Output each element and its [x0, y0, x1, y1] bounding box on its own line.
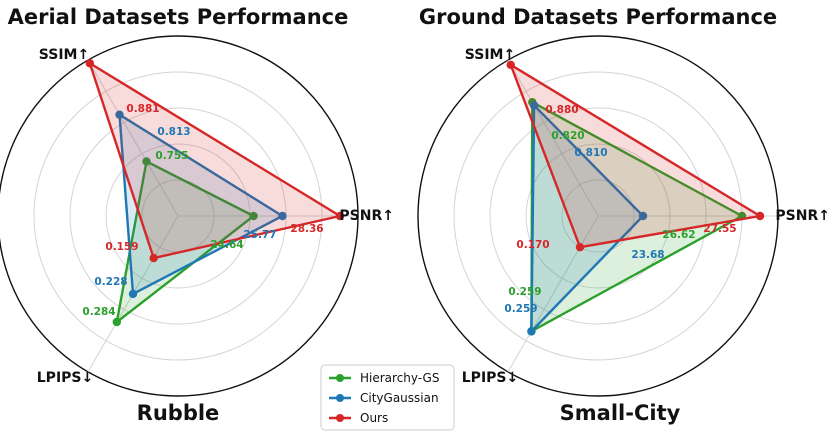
- data-label: 27.55: [703, 223, 736, 235]
- axis-label: PSNR↑: [775, 208, 830, 224]
- data-point: [149, 253, 158, 263]
- radar-spoke: [507, 59, 599, 217]
- data-label: 23.68: [631, 249, 664, 261]
- data-point: [638, 211, 648, 221]
- data-point: [128, 289, 138, 299]
- data-label: 0.159: [105, 241, 138, 253]
- data-point: [249, 211, 258, 221]
- series-ours: [506, 60, 765, 252]
- radar-labels: PSNR↑ SSIM↑ LPIPS↓ 26.62 0.820 0.259 23.68 0.81…: [462, 47, 830, 386]
- legend-item: Ours: [329, 411, 388, 425]
- legend-marker: [336, 374, 344, 382]
- data-point: [529, 101, 539, 110]
- data-point: [527, 327, 536, 336]
- axis-label: PSNR↑: [339, 208, 394, 224]
- legend-box: [320, 364, 455, 431]
- chart-title-aerial: Aerial Datasets Performance: [8, 5, 349, 29]
- series-hierarchy-gs: [112, 157, 258, 327]
- data-label: 0.755: [155, 150, 188, 162]
- data-point: [85, 59, 95, 68]
- data-label: 0.259: [508, 286, 541, 298]
- data-label: 0.284: [82, 306, 115, 318]
- data-point: [755, 211, 765, 221]
- legend-label: CityGaussian: [360, 391, 439, 405]
- data-point: [335, 211, 345, 221]
- legend-item: CityGaussian: [329, 391, 439, 405]
- axis-label: SSIM↑: [465, 47, 515, 63]
- radar-chart-rubble: Aerial Datasets Performance PSNR↑ SSIM↑ LP…: [0, 5, 394, 425]
- legend-item: Hierarchy-GS: [329, 371, 439, 385]
- legend-label: Ours: [360, 411, 388, 425]
- series-ours: [85, 59, 345, 263]
- data-label: 0.228: [94, 276, 127, 288]
- data-point: [575, 242, 585, 252]
- chart-subtitle-rubble: Rubble: [137, 401, 220, 425]
- data-point: [142, 157, 151, 166]
- legend-marker: [336, 394, 344, 402]
- data-label: 0.813: [157, 126, 190, 138]
- data-label: 24.64: [210, 239, 243, 251]
- series-polygon: [509, 63, 762, 249]
- data-label: 0.259: [504, 303, 537, 315]
- axis-label: LPIPS↓: [37, 370, 93, 386]
- data-label: 0.170: [516, 239, 549, 251]
- series-polygon: [118, 113, 284, 296]
- legend-label: Hierarchy-GS: [360, 371, 439, 385]
- chart-title-ground: Ground Datasets Performance: [419, 5, 777, 29]
- radar-labels: PSNR↑ SSIM↑ LPIPS↓ 24.64 0.755 0.284 25.77 0.81…: [37, 47, 394, 386]
- chart-subtitle-small-city: Small-City: [560, 401, 681, 425]
- axis-label: SSIM↑: [39, 47, 89, 63]
- legend-marker: [336, 414, 344, 422]
- series-citygaussian: [527, 101, 648, 336]
- legend: Hierarchy-GS CityGaussian Ours: [320, 364, 455, 431]
- data-point: [115, 110, 124, 119]
- series-polygon: [530, 104, 645, 333]
- radar-series: [506, 60, 765, 336]
- data-label: 0.820: [551, 130, 584, 142]
- data-point: [506, 60, 515, 69]
- data-point: [278, 211, 287, 221]
- radar-chart-small-city: Ground Datasets Performance PSNR↑ SSIM↑ LP…: [417, 5, 830, 425]
- radar-spoke: [87, 59, 179, 217]
- series-citygaussian: [115, 110, 287, 299]
- axis-label: LPIPS↓: [462, 370, 518, 386]
- data-label: 0.881: [126, 103, 159, 115]
- radar-spoke: [507, 215, 599, 373]
- data-label: 0.810: [574, 147, 607, 159]
- data-label: 26.62: [662, 229, 695, 241]
- data-label: 25.77: [243, 229, 276, 241]
- series-polygon: [88, 62, 342, 260]
- data-label: 0.880: [545, 104, 578, 116]
- data-label: 28.36: [290, 223, 323, 235]
- radar-series: [85, 59, 345, 327]
- data-point: [112, 317, 122, 327]
- series-polygon: [115, 160, 255, 324]
